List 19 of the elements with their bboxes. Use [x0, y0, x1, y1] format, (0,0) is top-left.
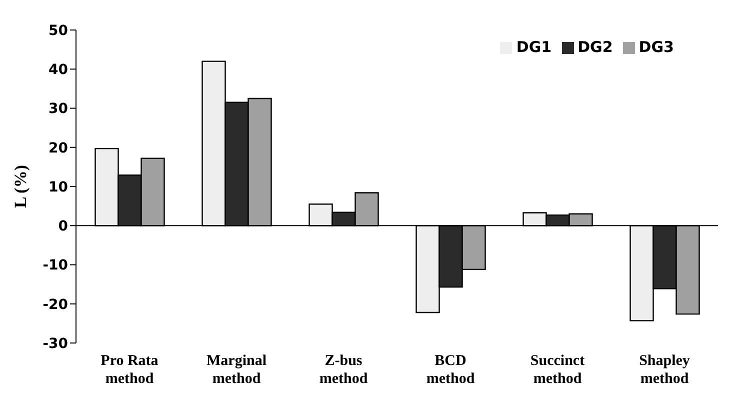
y-tick-label: 10 — [48, 179, 68, 196]
x-tick-label: Z-bus method — [319, 353, 368, 387]
y-tick-label: 20 — [48, 140, 68, 156]
x-tick-label: BCD method — [426, 353, 476, 387]
legend-label: DG2 — [578, 38, 613, 56]
y-tick-label: -30 — [42, 336, 68, 352]
y-tick-label: -20 — [42, 296, 68, 313]
y-axis-title: L (%) — [11, 165, 30, 208]
x-tick-label: Pro Rata method — [100, 353, 159, 387]
legend-label: DG3 — [638, 38, 674, 56]
y-tick-label: 40 — [48, 62, 68, 78]
x-tick-label: Succinct method — [530, 353, 585, 387]
x-tick-label: Marginal method — [206, 353, 266, 387]
y-tick-label: 30 — [48, 101, 68, 118]
y-tick-label: 0 — [58, 218, 68, 235]
x-tick-label: Shapley method — [639, 353, 690, 387]
y-tick-label: 50 — [48, 22, 68, 39]
legend-label: DG1 — [516, 38, 552, 56]
y-tick-label: -10 — [42, 258, 68, 274]
